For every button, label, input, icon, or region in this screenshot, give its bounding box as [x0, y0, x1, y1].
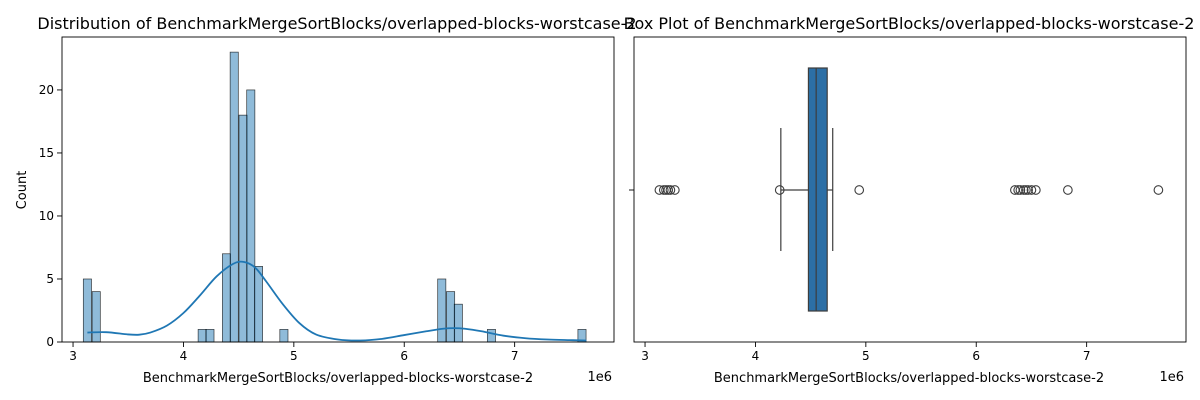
- histogram-y-label: Count: [15, 171, 30, 210]
- histogram-bar: [453, 303, 463, 343]
- histogram-bar: [246, 89, 256, 343]
- box-plot-title: Box Plot of BenchmarkMergeSortBlocks/ove…: [624, 14, 1195, 33]
- outlier-point: [854, 185, 865, 195]
- y-tick-label: 5: [46, 272, 54, 286]
- histogram-x-offset: 1e6: [587, 370, 612, 385]
- x-tick-label: 7: [1083, 349, 1091, 363]
- histogram-axes-frame: [61, 36, 615, 343]
- histogram-bar: [437, 278, 447, 343]
- histogram-bar: [487, 329, 496, 343]
- interquartile-box: [807, 67, 828, 312]
- outlier-point: [1063, 185, 1073, 195]
- outlier-point: [774, 185, 785, 195]
- x-tick-label: 5: [290, 349, 298, 363]
- histogram-bars: [82, 51, 587, 343]
- outlier-point: [1023, 185, 1033, 195]
- x-tick-label: 4: [180, 349, 188, 363]
- histogram-x-ticks: 3 4 5 6 7: [69, 342, 518, 363]
- box-plot-chart: Box Plot of BenchmarkMergeSortBlocks/ove…: [624, 14, 1195, 386]
- histogram-bar: [205, 329, 215, 343]
- outlier-point: [1026, 185, 1037, 195]
- y-tick-label: 10: [39, 209, 54, 223]
- outlier-point: [669, 185, 680, 195]
- outlier-point: [1153, 185, 1164, 195]
- histogram-bar: [254, 266, 263, 343]
- histogram-title: Distribution of BenchmarkMergeSortBlocks…: [37, 14, 636, 33]
- box-plot-x-offset: 1e6: [1159, 370, 1184, 385]
- histogram-bar: [446, 291, 456, 343]
- histogram-chart: Distribution of BenchmarkMergeSortBlocks…: [15, 14, 637, 386]
- box-plot-marks: [654, 67, 1164, 312]
- outlier-point: [665, 185, 676, 195]
- box-plot-x-ticks: 3 4 5 6 7: [641, 342, 1090, 363]
- y-tick-label: 15: [39, 146, 54, 160]
- kde-curve: [87, 260, 587, 342]
- y-tick-label: 20: [39, 83, 54, 97]
- x-tick-label: 6: [400, 349, 408, 363]
- x-tick-label: 7: [511, 349, 519, 363]
- x-tick-label: 3: [641, 349, 649, 363]
- histogram-x-label: BenchmarkMergeSortBlocks/overlapped-bloc…: [143, 371, 533, 386]
- histogram-bar: [238, 114, 248, 343]
- x-tick-label: 5: [862, 349, 870, 363]
- x-tick-label: 4: [752, 349, 760, 363]
- y-tick-label: 0: [46, 335, 54, 349]
- x-tick-label: 6: [972, 349, 980, 363]
- histogram-y-ticks: 0 5 10 15 20: [39, 83, 62, 349]
- histogram-bar: [91, 291, 101, 343]
- x-tick-label: 3: [69, 349, 77, 363]
- outlier-point: [1015, 185, 1026, 195]
- box-plot-x-label: BenchmarkMergeSortBlocks/overlapped-bloc…: [714, 371, 1104, 386]
- box-plot-axes-frame: [633, 36, 1187, 343]
- outlier-point: [1031, 185, 1041, 195]
- histogram-bar: [279, 329, 289, 343]
- histogram-bar: [229, 51, 239, 343]
- histogram-bar: [197, 329, 207, 343]
